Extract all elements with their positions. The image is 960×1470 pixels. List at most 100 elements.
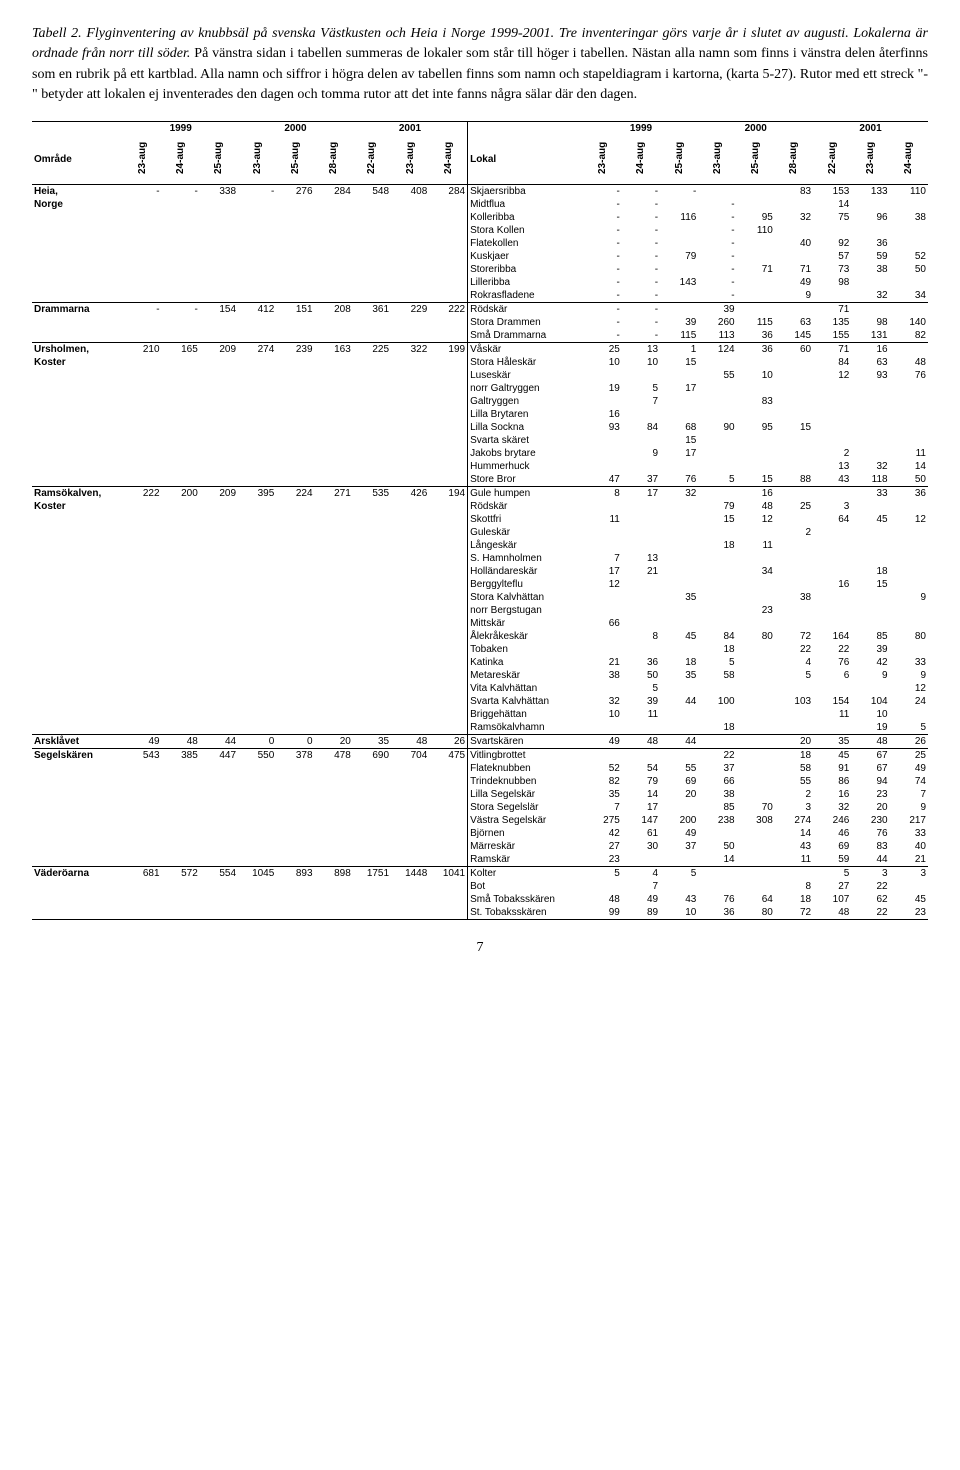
- value-cell: [775, 447, 813, 460]
- value-cell: 11: [890, 447, 928, 460]
- area-name-cont: [32, 369, 123, 382]
- area-name-cont: [32, 906, 123, 920]
- table-row: Svarta Kalvhättan32394410010315410424: [32, 695, 928, 708]
- table-row: Lilla Segelskär35142038216237: [32, 788, 928, 801]
- value-cell: [851, 408, 889, 421]
- table-row: Drammarna--154412151208361229222Rödskär-…: [32, 303, 928, 317]
- value-cell: 76: [851, 827, 889, 840]
- value-cell: [622, 643, 660, 656]
- area-name-cont: Norge: [32, 198, 123, 211]
- value-cell: 9: [851, 669, 889, 682]
- value-cell: [660, 408, 698, 421]
- value-cell: 154: [813, 695, 851, 708]
- value-cell: [813, 552, 851, 565]
- value-cell: 230: [851, 814, 889, 827]
- value-cell: [890, 421, 928, 434]
- value-cell: [890, 604, 928, 617]
- table-row: Jakobs brytare917211: [32, 447, 928, 460]
- summary-cell: -: [162, 303, 200, 317]
- area-name-cont: [32, 434, 123, 447]
- value-cell: 49: [622, 893, 660, 906]
- table-row: Långeskär1811: [32, 539, 928, 552]
- value-cell: 15: [851, 578, 889, 591]
- table-row: KosterRödskär7948253: [32, 500, 928, 513]
- value-cell: 85: [851, 630, 889, 643]
- value-cell: 11: [622, 708, 660, 721]
- value-cell: [890, 500, 928, 513]
- value-cell: 12: [890, 682, 928, 695]
- value-cell: [660, 395, 698, 408]
- value-cell: 13: [622, 552, 660, 565]
- value-cell: [851, 500, 889, 513]
- value-cell: [660, 643, 698, 656]
- value-cell: 3: [775, 801, 813, 814]
- value-cell: 12: [584, 578, 622, 591]
- date-header: 25-aug: [200, 135, 238, 185]
- value-cell: 12: [813, 369, 851, 382]
- table-row: Skottfri111512644512: [32, 513, 928, 526]
- value-cell: 131: [851, 329, 889, 343]
- value-cell: [890, 303, 928, 317]
- value-cell: 82: [890, 329, 928, 343]
- value-cell: [584, 369, 622, 382]
- summary-cell: 222: [123, 487, 161, 501]
- value-cell: [622, 460, 660, 473]
- value-cell: 93: [851, 369, 889, 382]
- value-cell: 67: [851, 749, 889, 763]
- value-cell: 6: [813, 669, 851, 682]
- value-cell: [851, 591, 889, 604]
- value-cell: 308: [737, 814, 775, 827]
- value-cell: [737, 735, 775, 749]
- omrade-header: Område: [32, 135, 123, 185]
- value-cell: [698, 526, 736, 539]
- value-cell: 48: [813, 906, 851, 920]
- value-cell: 30: [622, 840, 660, 853]
- value-cell: [851, 395, 889, 408]
- date-header: 22-aug: [813, 135, 851, 185]
- value-cell: [775, 250, 813, 263]
- value-cell: 96: [851, 211, 889, 224]
- lokal-name: Metareskär: [468, 669, 584, 682]
- value-cell: [737, 827, 775, 840]
- summary-cell: 535: [353, 487, 391, 501]
- value-cell: -: [698, 276, 736, 289]
- area-name-cont: [32, 893, 123, 906]
- value-cell: 21: [584, 656, 622, 669]
- value-cell: [737, 578, 775, 591]
- value-cell: 66: [698, 775, 736, 788]
- value-cell: 88: [775, 473, 813, 487]
- value-cell: [698, 827, 736, 840]
- date-header: 25-aug: [737, 135, 775, 185]
- lokal-name: Storeribba: [468, 263, 584, 276]
- value-cell: 55: [660, 762, 698, 775]
- value-cell: 32: [851, 460, 889, 473]
- value-cell: -: [584, 185, 622, 199]
- value-cell: 246: [813, 814, 851, 827]
- value-cell: -: [584, 224, 622, 237]
- value-cell: [698, 460, 736, 473]
- value-cell: 52: [890, 250, 928, 263]
- value-cell: 36: [851, 237, 889, 250]
- value-cell: 76: [660, 473, 698, 487]
- table-row: Bot782722: [32, 880, 928, 893]
- value-cell: [698, 682, 736, 695]
- value-cell: 36: [737, 343, 775, 357]
- table-row: Ramskär231411594421: [32, 853, 928, 867]
- value-cell: -: [698, 198, 736, 211]
- value-cell: 83: [851, 840, 889, 853]
- value-cell: 59: [851, 250, 889, 263]
- value-cell: [584, 539, 622, 552]
- table-row: Västra Segelskär275147200238308274246230…: [32, 814, 928, 827]
- value-cell: 200: [660, 814, 698, 827]
- value-cell: 18: [775, 893, 813, 906]
- table-row: KosterStora Håleskär101015846348: [32, 356, 928, 369]
- value-cell: [737, 775, 775, 788]
- summary-cell: 209: [200, 487, 238, 501]
- value-cell: [737, 356, 775, 369]
- value-cell: 62: [851, 893, 889, 906]
- value-cell: 115: [660, 329, 698, 343]
- value-cell: [622, 513, 660, 526]
- value-cell: -: [698, 211, 736, 224]
- value-cell: 63: [851, 356, 889, 369]
- table-row: Kuskjaer--79-575952: [32, 250, 928, 263]
